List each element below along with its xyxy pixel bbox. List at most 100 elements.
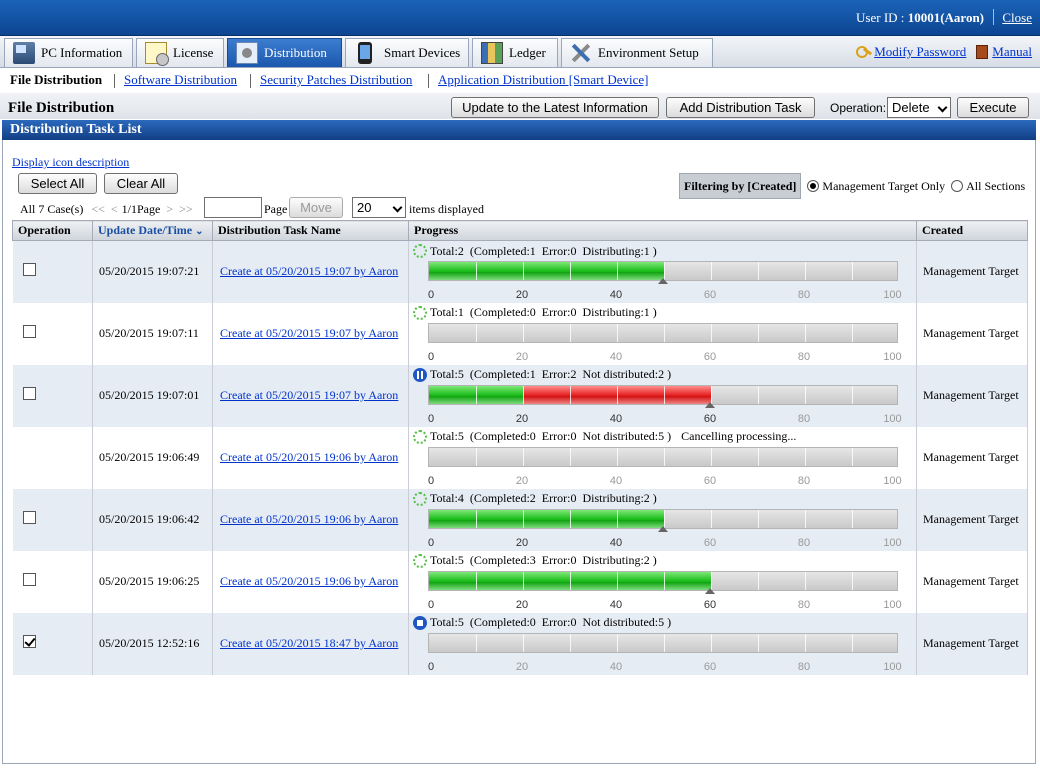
tab-label: Smart Devices <box>384 45 461 60</box>
task-name-cell: Create at 05/20/2015 19:06 by Aaron <box>212 488 409 551</box>
tab-environment-setup[interactable]: Environment Setup <box>561 38 713 67</box>
close-link[interactable]: Close <box>1002 10 1032 25</box>
progress-gridline <box>805 262 806 280</box>
created-cell: Management Target <box>916 550 1028 613</box>
task-name-link[interactable]: Create at 05/20/2015 19:07 by Aaron <box>220 264 399 279</box>
update-datetime: 05/20/2015 12:52:16 <box>92 612 213 675</box>
progress-gridline <box>852 323 853 342</box>
add-distribution-task-button[interactable]: Add Distribution Task <box>666 97 815 118</box>
select-all-button[interactable]: Select All <box>18 173 97 194</box>
task-name-link[interactable]: Create at 05/20/2015 19:06 by Aaron <box>220 450 399 464</box>
tab-distribution[interactable]: Distribution <box>227 38 342 67</box>
tab-ledger[interactable]: Ledger <box>472 38 558 67</box>
progress-tick-label: 100 <box>883 474 902 487</box>
divider <box>428 74 429 88</box>
column-header-created[interactable]: Created <box>916 220 1028 241</box>
pc-icon <box>13 42 35 64</box>
operation-value: Delete <box>892 100 930 115</box>
progress-gridline <box>852 571 853 590</box>
task-name-link[interactable]: Create at 05/20/2015 19:07 by Aaron <box>220 388 399 402</box>
progress-marker-icon <box>658 525 668 532</box>
manual-link[interactable]: Manual <box>992 44 1032 59</box>
task-name-link[interactable]: Create at 05/20/2015 18:47 by Aaron <box>220 636 399 650</box>
distribution-icon <box>236 42 258 64</box>
progress-scale: 0 20 40 60 80 100 <box>428 413 902 425</box>
status-text: Total:5 (Completed:0 Error:0 Not distrib… <box>430 429 672 443</box>
progress-tick-label: 0 <box>428 289 435 301</box>
table-row: 05/20/2015 12:52:16 Create at 05/20/2015 … <box>12 612 1028 675</box>
progress-widget: Total:5 (Completed:3 Error:0 Distributin… <box>409 551 909 613</box>
progress-tick-label: 60 <box>703 660 717 673</box>
tab-label: Distribution <box>264 45 327 60</box>
tab-smart-devices[interactable]: Smart Devices <box>345 38 469 67</box>
progress-gridline <box>852 633 853 652</box>
progress-tick-label: 0 <box>428 350 435 363</box>
progress-scale: 0 20 40 60 80 100 <box>428 660 902 673</box>
progress-tick-label: 80 <box>797 660 811 673</box>
top-links: Modify Password Manual <box>856 44 1032 60</box>
status-text: Total:2 (Completed:1 Error:0 Distributin… <box>430 243 657 258</box>
task-name-link[interactable]: Create at 05/20/2015 19:07 by Aaron <box>220 326 399 340</box>
row-checkbox[interactable] <box>22 387 36 400</box>
prev-page-link[interactable]: < <box>110 201 118 216</box>
task-name-link[interactable]: Create at 05/20/2015 19:06 by Aaron <box>220 574 399 588</box>
progress-gridline <box>523 447 524 466</box>
page-number-input[interactable] <box>204 197 262 218</box>
ledger-icon <box>481 42 503 64</box>
tab-pc-information[interactable]: PC Information <box>4 38 133 67</box>
all-sections-radio[interactable] <box>951 180 964 192</box>
first-page-link[interactable]: << <box>91 201 105 216</box>
progress-gridline <box>523 262 524 280</box>
column-header-task-name[interactable]: Distribution Task Name <box>212 220 409 241</box>
progress-status: Total:2 (Completed:1 Error:0 Distributin… <box>413 244 667 258</box>
column-header-updated[interactable]: Update Date/Time ⌄ <box>92 220 213 241</box>
move-button[interactable]: Move <box>289 197 343 218</box>
modify-password-link[interactable]: Modify Password <box>874 44 967 59</box>
progress-gridline <box>570 262 571 280</box>
last-page-link[interactable]: >> <box>179 201 193 216</box>
progress-tick-label: 40 <box>609 536 623 549</box>
progress-gridline <box>711 323 712 342</box>
icon-description-link[interactable]: Display icon description <box>12 155 130 169</box>
subnav-software-distribution[interactable]: Software Distribution <box>124 72 238 87</box>
table-row: 05/20/2015 19:06:49 Create at 05/20/2015 … <box>12 426 1028 489</box>
smartphone-icon <box>358 42 372 64</box>
status-text: Total:5 (Completed:1 Error:2 Not distrib… <box>430 367 672 381</box>
tab-license[interactable]: License <box>136 38 224 67</box>
progress-tick-label: 40 <box>609 660 623 673</box>
row-checkbox[interactable] <box>22 635 36 648</box>
subnav-security-patches[interactable]: Security Patches Distribution <box>260 72 413 87</box>
row-checkbox[interactable] <box>22 263 36 277</box>
progress-tick-label: 20 <box>515 536 529 549</box>
row-checkbox[interactable] <box>22 573 36 586</box>
progress-cell: Total:5 (Completed:0 Error:0 Not distrib… <box>408 612 917 675</box>
row-checkbox[interactable] <box>22 511 36 524</box>
progress-gridline <box>523 385 524 404</box>
task-name-cell: Create at 05/20/2015 19:07 by Aaron <box>212 302 409 365</box>
table-row: 05/20/2015 19:06:25 Create at 05/20/2015 … <box>12 550 1028 613</box>
progress-widget: Total:5 (Completed:0 Error:0 Not distrib… <box>409 427 909 489</box>
row-checkbox[interactable] <box>22 325 36 338</box>
update-latest-button[interactable]: Update to the Latest Information <box>451 97 659 118</box>
progress-status: Total:4 (Completed:2 Error:0 Distributin… <box>413 491 667 506</box>
task-name-link[interactable]: Create at 05/20/2015 19:06 by Aaron <box>220 512 399 526</box>
subnav-application-distribution[interactable]: Application Distribution [Smart Device] <box>438 72 649 87</box>
task-list-panel <box>2 140 1036 764</box>
progress-tick-label: 40 <box>609 350 623 363</box>
progress-widget: Total:2 (Completed:1 Error:0 Distributin… <box>409 241 909 303</box>
clear-all-button[interactable]: Clear All <box>104 173 178 194</box>
section-header: Distribution Task List <box>2 120 1036 140</box>
progress-gridline <box>758 509 759 528</box>
execute-button[interactable]: Execute <box>957 97 1029 118</box>
tab-label: License <box>173 45 214 60</box>
management-target-radio[interactable] <box>807 180 820 192</box>
progress-gridline <box>805 385 806 404</box>
operation-cell <box>12 488 93 551</box>
operation-label: Operation: <box>830 101 887 115</box>
items-per-page-select[interactable]: 20 <box>352 197 406 218</box>
operation-select[interactable]: Delete <box>887 97 951 118</box>
next-page-link[interactable]: > <box>166 201 174 216</box>
distribution-task-table: Operation Update Date/Time ⌄ Distributio… <box>12 220 1028 675</box>
sort-descending-icon: ⌄ <box>195 226 204 237</box>
progress-widget: Total:4 (Completed:2 Error:0 Distributin… <box>409 489 909 551</box>
